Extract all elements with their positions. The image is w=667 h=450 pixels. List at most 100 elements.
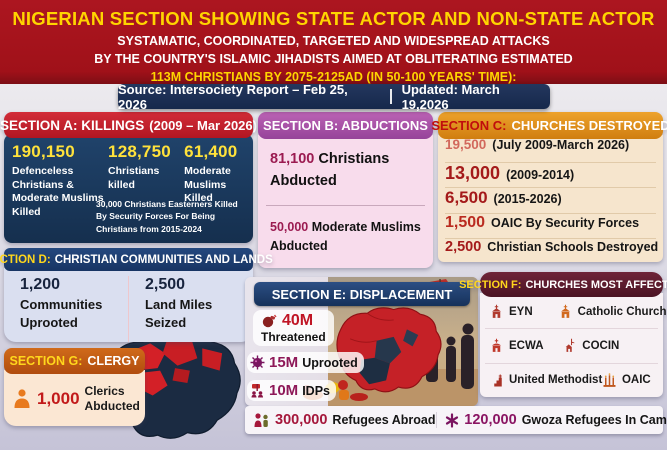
stat-label: Christian Schools Destroyed — [487, 240, 659, 255]
stat-label: Uprooted — [20, 314, 78, 330]
stat-label: Christians killed — [108, 165, 160, 191]
stat-value: 128,750 — [108, 142, 171, 161]
killings-stat-defenceless: 190,150 Defenceless Christians & Moderat… — [12, 142, 108, 220]
stat-value: 61,400 — [184, 142, 238, 161]
page-title: NIGERIAN SECTION SHOWING STATE ACTOR AND… — [12, 8, 655, 29]
section-e-title: SECTION E: DISPLACEMENT — [271, 286, 453, 302]
stat-value: 13,000 — [445, 162, 501, 183]
church-icon — [562, 338, 577, 353]
nigeria-map-red — [336, 307, 442, 393]
stat-label: Land Miles — [145, 297, 213, 312]
section-a-header: SECTION A: KILLINGS (2009 – Mar 2026) — [0, 112, 257, 138]
section-d-header: SECTION D: CHRISTIAN COMMUNITIES AND LAN… — [0, 248, 273, 271]
stat-label: Communities — [20, 297, 103, 312]
land-miles-seized-stat: 2,500 Land Miles Seized — [128, 276, 253, 342]
stat-label: Uprooted — [302, 355, 358, 370]
section-e-header: SECTION E: DISPLACEMENT — [254, 282, 470, 306]
killings-note: 30,000 Christians Easterners Killed By S… — [96, 199, 238, 234]
section-d-body: 1,200 Communities Uprooted 2,500 Land Mi… — [4, 268, 253, 342]
abduction-stat-christians: 81,100 Christians Abducted — [270, 149, 421, 193]
source-bar: Source: Intersociety Report – Feb 25, 20… — [118, 82, 550, 112]
section-a-period: (2009 – Mar 2026) — [149, 117, 257, 133]
church-name: ECWA — [509, 339, 544, 352]
churches-row: United Methodist OAIC — [485, 364, 658, 397]
stat-value: 6,500 — [445, 188, 488, 208]
page-header: NIGERIAN SECTION SHOWING STATE ACTOR AND… — [0, 0, 667, 84]
section-d-title: CHRISTIAN COMMUNITIES AND LANDS — [54, 253, 273, 266]
church-icon — [489, 373, 504, 388]
section-b-header: SECTION B: ABDUCTIONS — [258, 112, 433, 139]
stat-label: (July 2009-March 2026) — [492, 138, 630, 152]
source-divider — [389, 89, 392, 104]
burst-icon — [445, 412, 459, 428]
bomb-icon — [261, 314, 277, 328]
church-name: United Methodist — [509, 374, 603, 387]
refugees-abroad-stat: 300,000 Refugees Abroad — [245, 412, 438, 428]
stat-label: (2015-2026) — [493, 192, 562, 207]
churches-destroyed-row: 13,000 (2009-2014) — [445, 163, 656, 189]
church-name: EYN — [509, 305, 533, 318]
section-c-body: 19,500 (July 2009-March 2026) 13,000 (20… — [438, 135, 663, 262]
section-g-title: CLERGY — [87, 354, 140, 368]
section-d-communities-lands: SECTION D: CHRISTIAN COMMUNITIES AND LAN… — [0, 248, 273, 345]
stat-label: Seized — [145, 314, 187, 330]
church-ecwa: ECWA — [485, 338, 558, 353]
section-b-abductions: SECTION B: ABDUCTIONS 81,100 Christians … — [258, 112, 433, 268]
abduction-stat-muslims: 50,000 Moderate Muslims Abducted — [270, 218, 421, 257]
killings-stat-christians: 128,750 Christians killed — [108, 142, 184, 220]
stat-label: Moderate Muslims Killed — [184, 165, 231, 205]
section-g-body: 1,000 Clerics Abducted — [4, 370, 145, 426]
section-f-header: SECTION F: CHURCHES MOST AFFECTED — [459, 272, 667, 297]
section-b-title: SECTION B: ABDUCTIONS — [263, 118, 428, 133]
section-c-header: SECTION C: CHURCHES DESTROYED — [431, 112, 667, 139]
church-cocin: COCIN — [558, 338, 658, 353]
page-subtitle-2: BY THE COUNTRY'S ISLAMIC JIHADISTS AIMED… — [94, 52, 573, 66]
churches-destroyed-row: 19,500 (July 2009-March 2026) — [445, 137, 656, 163]
cleric-person-icon — [12, 388, 32, 410]
stat-label: (2009-2014) — [506, 167, 575, 182]
stat-label: Gwoza Refugees In Cameroon — [521, 413, 667, 427]
section-d-prefix: SECTION D: — [0, 253, 51, 266]
displacement-stat-threatened: 40M Threatened — [253, 310, 334, 346]
church-oaic: OAIC — [598, 373, 658, 388]
stat-value: 2,500 — [445, 239, 482, 256]
stat-value: 1,200 — [20, 276, 61, 293]
stat-value: 190,150 — [12, 142, 75, 161]
stat-label: Moderate Muslims Abducted — [270, 219, 421, 253]
church-icon — [489, 338, 504, 353]
church-name: COCIN — [582, 339, 620, 352]
page-subtitle-3: 113M CHRISTIANS BY 2075-2125AD (IN 50-10… — [150, 70, 517, 84]
church-united-methodist: United Methodist — [485, 373, 602, 388]
section-e-displacement: SECTION E: DISPLACEMENT 40M Threatened — [245, 277, 478, 406]
section-c-title: CHURCHES DESTROYED — [511, 118, 667, 133]
section-g-header: SECTION G: CLERGY — [4, 348, 145, 374]
section-g-clergy: SECTION G: CLERGY 1,000 Clerics Abducted — [4, 348, 145, 426]
mine-icon — [250, 355, 265, 370]
killings-stat-muslims: 61,400 Moderate Muslims Killed — [184, 142, 247, 220]
stat-value: 19,500 — [445, 137, 487, 152]
stat-label: Refugees Abroad — [332, 413, 436, 427]
stat-label: Christians Abducted — [270, 151, 390, 189]
section-a-title: SECTION A: KILLINGS — [0, 117, 145, 133]
stat-label: Clerics — [84, 384, 125, 398]
stat-value: 40M — [282, 312, 314, 329]
stat-label: Abducted — [84, 399, 140, 413]
stat-value: 15M — [269, 354, 299, 371]
refugees-strip: 300,000 Refugees Abroad 120,000 Gwoza Re… — [245, 406, 667, 434]
church-icon — [558, 304, 573, 319]
church-catholic: Catholic Church — [554, 304, 666, 319]
section-c-churches-destroyed: SECTION C: CHURCHES DESTROYED 19,500 (Ju… — [431, 112, 667, 262]
stat-value: 300,000 — [275, 412, 328, 428]
churches-destroyed-row: 1,500 OAIC By Security Forces — [445, 214, 656, 240]
churches-row: EYN Catholic Church — [485, 295, 666, 330]
section-g-prefix: SECTION G: — [9, 354, 83, 368]
churches-destroyed-row: 6,500 (2015-2026) — [445, 188, 656, 214]
communities-uprooted-stat: 1,200 Communities Uprooted — [20, 276, 128, 342]
stat-value: 120,000 — [464, 412, 517, 428]
stat-value: 2,500 — [145, 276, 186, 293]
section-b-body: 81,100 Christians Abducted 50,000 Modera… — [258, 135, 433, 268]
section-f-prefix: SECTION F: — [459, 278, 522, 291]
section-f-title: CHURCHES MOST AFFECTED — [525, 278, 667, 291]
church-icon — [602, 373, 617, 388]
